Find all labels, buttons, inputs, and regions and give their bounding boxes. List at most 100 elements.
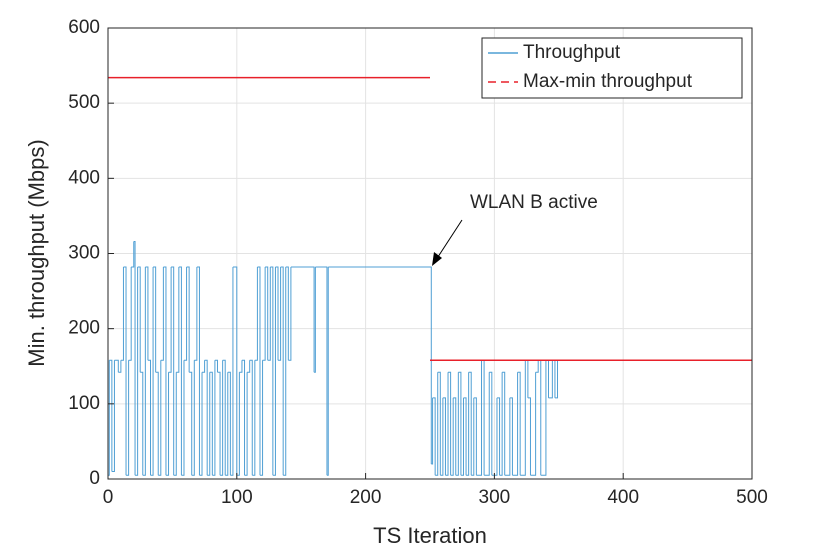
throughput-step [212,360,216,476]
throughput-step [431,397,434,465]
throughput-step [254,267,258,361]
throughput-step [153,266,157,373]
throughput-step [259,360,264,476]
throughput-step [484,372,490,476]
throughput-step [128,267,132,361]
throughput-step [140,371,144,476]
throughput-step [173,372,177,476]
legend-label: Max-min throughput [523,71,693,92]
throughput-step [232,266,238,476]
legend: Throughput Max-min throughput [481,37,743,99]
y-tick-label: 0 [89,468,100,489]
throughput-step [183,267,188,361]
throughput-step [247,360,251,373]
throughput-step [214,359,218,373]
throughput-step [217,371,221,476]
throughput-step [257,266,261,476]
throughput-step [199,372,203,476]
throughput-step [137,266,141,373]
throughput-step [186,266,190,373]
throughput-step [527,397,531,476]
throughput-step [230,267,234,476]
throughput-step [283,267,287,476]
throughput-step [448,371,452,476]
x-axis-label: TS Iteration [373,523,487,548]
throughput-step [145,266,149,361]
throughput-step [445,372,449,476]
throughput-step [225,372,229,476]
throughput-step [440,397,444,476]
throughput-step [123,266,127,476]
y-tick-label: 100 [68,393,100,414]
throughput-step [278,267,282,361]
y-tick-label: 600 [68,17,100,38]
throughput-step [471,397,475,476]
legend-label: Throughput [523,42,621,63]
throughput-step [432,397,436,476]
throughput-step [114,359,119,373]
throughput-step [236,372,240,476]
throughput-step [476,360,483,476]
throughput-step [135,267,139,476]
throughput-step [207,372,211,476]
throughput-step [463,397,467,476]
throughput-step [509,397,513,476]
throughput-step [290,266,315,373]
x-tick-label: 0 [103,487,114,508]
throughput-step [171,266,175,476]
throughput-step [458,371,462,476]
throughput-step [191,360,195,476]
axes: 0 100 200 300 400 500 0 100 200 300 400 500 600 [68,17,768,508]
throughput-step [491,397,498,476]
throughput-step [315,266,328,476]
throughput-step [442,397,446,476]
throughput-step [189,371,193,476]
x-tick-label: 100 [221,487,253,508]
throughput-step [314,267,316,373]
throughput-step [241,359,246,476]
throughput-step [131,241,135,268]
throughput-step [548,360,553,399]
throughput-step [239,360,243,373]
x-tick-label: 400 [607,487,639,508]
throughput-step [249,359,253,476]
throughput-step [118,360,122,373]
throughput-step [267,267,271,361]
throughput-step [453,397,457,476]
throughput-step [109,359,113,472]
throughput-step [326,267,329,476]
throughput-step [196,266,200,476]
throughput-step [285,266,289,361]
throughput-step [270,266,274,476]
plot-area [108,76,752,476]
throughput-step [227,371,231,476]
throughput-step [126,360,130,476]
y-tick-label: 200 [68,318,100,339]
throughput-step [517,371,521,476]
throughput-step [430,266,432,464]
throughput-step [252,360,256,476]
y-tick-label: 400 [68,167,100,188]
throughput-step [435,372,439,476]
throughput-step [504,397,511,476]
y-axis-label: Min. throughput (Mbps) [24,139,49,366]
x-tick-label: 500 [736,487,768,508]
throughput-step [142,267,146,476]
throughput-step [455,372,459,476]
throughput-step [473,397,477,476]
throughput-step [204,359,208,476]
throughput-step [178,266,182,476]
throughput-step [468,371,472,476]
throughput-step [512,372,519,476]
throughput-step [181,360,185,476]
throughput-step [466,372,470,476]
throughput-step [272,267,276,476]
throughput-step [535,360,539,373]
throughput-step [168,267,172,373]
throughput-step [160,267,164,361]
throughput-step [150,267,154,476]
throughput-step [540,360,547,476]
throughput-step [530,372,537,476]
throughput-step [502,371,506,476]
